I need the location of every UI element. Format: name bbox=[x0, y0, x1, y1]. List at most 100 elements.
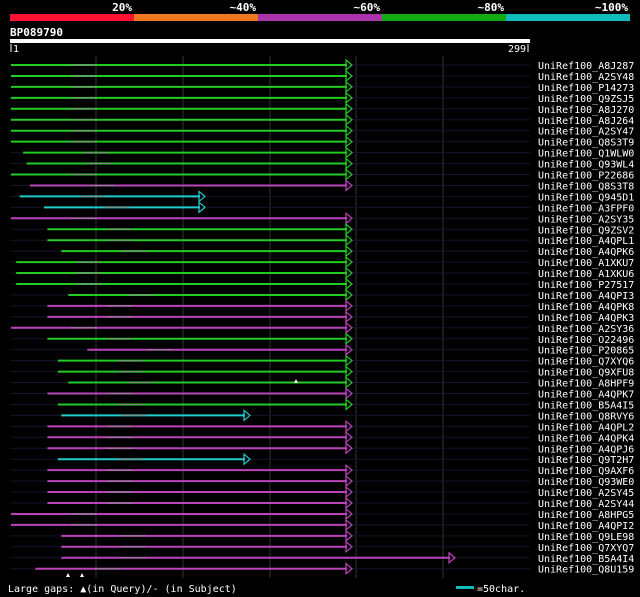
hit-label[interactable]: UniRef100_Q7XYQ7 bbox=[538, 543, 634, 554]
hit-row[interactable]: UniRef100_Q7XYQ6 bbox=[10, 354, 634, 368]
hit-label[interactable]: UniRef100_P20865 bbox=[538, 346, 634, 357]
hit-row[interactable]: UniRef100_Q8RVY6 bbox=[10, 409, 634, 422]
hit-row[interactable]: UniRef100_A2SY36 bbox=[10, 321, 634, 335]
hit-label[interactable]: UniRef100_P27517 bbox=[538, 280, 634, 291]
hit-row[interactable]: UniRef100_O22496 bbox=[10, 332, 634, 346]
hit-label[interactable]: UniRef100_A4QPL1 bbox=[538, 236, 634, 247]
hit-label[interactable]: UniRef100_A1XKU7 bbox=[538, 258, 634, 269]
hit-label[interactable]: UniRef100_A4QPK6 bbox=[538, 247, 634, 258]
hit-row[interactable]: UniRef100_A2SY45 bbox=[10, 485, 634, 499]
hit-row[interactable]: UniRef100_P14273 bbox=[10, 80, 634, 94]
hit-label[interactable]: UniRef100_A1XKU6 bbox=[538, 269, 634, 280]
hit-row[interactable]: UniRef100_A8J270 bbox=[10, 102, 634, 116]
hit-row[interactable]: UniRef100_A4QPI3 bbox=[10, 288, 634, 302]
hit-arrow bbox=[345, 387, 353, 400]
hit-label[interactable]: UniRef100_Q93WL4 bbox=[538, 160, 634, 171]
hit-label[interactable]: UniRef100_A4QPL2 bbox=[538, 422, 634, 433]
hit-row[interactable]: UniRef100_Q9AXF6 bbox=[10, 463, 634, 477]
hit-row[interactable]: UniRef100_A2SY48 bbox=[10, 69, 634, 83]
hit-row[interactable]: UniRef100_A4QPK4 bbox=[10, 431, 634, 444]
hit-label[interactable]: UniRef100_A2SY35 bbox=[538, 214, 634, 225]
hit-row[interactable]: UniRef100_A2SY44 bbox=[10, 496, 634, 510]
hit-label[interactable]: UniRef100_Q9ZSV2 bbox=[538, 225, 634, 236]
hit-label[interactable]: UniRef100_Q1WLW0 bbox=[538, 149, 634, 160]
hit-label[interactable]: UniRef100_Q9AXF6 bbox=[538, 466, 634, 477]
hit-row[interactable]: UniRef100_Q1WLW0 bbox=[10, 146, 634, 160]
hit-label[interactable]: UniRef100_Q8S3T8 bbox=[538, 181, 634, 192]
hit-row[interactable]: UniRef100_A4QPJ6 bbox=[10, 441, 634, 455]
hit-label[interactable]: UniRef100_P22686 bbox=[538, 171, 634, 182]
query-bar bbox=[10, 39, 530, 43]
hit-arrow bbox=[345, 474, 353, 488]
hit-row[interactable]: UniRef100_P22686 bbox=[10, 168, 634, 182]
hit-row[interactable]: UniRef100_A1XKU6 bbox=[10, 266, 634, 280]
hit-arrow bbox=[243, 452, 251, 466]
hit-label[interactable]: UniRef100_A4QPK8 bbox=[538, 302, 634, 313]
hit-label[interactable]: UniRef100_A8HPG5 bbox=[538, 510, 634, 521]
hit-row[interactable]: UniRef100_Q9LE98 bbox=[10, 529, 634, 543]
hit-row[interactable]: UniRef100_A3FPF0 bbox=[10, 201, 634, 214]
hit-row[interactable]: UniRef100_B5A4I5 bbox=[10, 398, 634, 411]
hit-label[interactable]: UniRef100_Q8S3T9 bbox=[538, 138, 634, 149]
hit-label[interactable]: UniRef100_A2SY44 bbox=[538, 499, 634, 510]
hit-row[interactable]: UniRef100_Q9XFU8 bbox=[10, 365, 634, 379]
hit-label[interactable]: UniRef100_A8J287 bbox=[538, 61, 634, 72]
hit-label[interactable]: UniRef100_A4QPI3 bbox=[538, 291, 634, 302]
hit-label[interactable]: UniRef100_P14273 bbox=[538, 83, 634, 94]
hit-row[interactable]: UniRef100_A4QPK3 bbox=[10, 310, 634, 324]
hit-label[interactable]: UniRef100_Q9T2H7 bbox=[538, 455, 634, 466]
hit-label[interactable]: UniRef100_A4QPK3 bbox=[538, 313, 634, 324]
hit-label[interactable]: UniRef100_Q8U159 bbox=[538, 565, 634, 576]
hit-row[interactable]: UniRef100_A4QPL1 bbox=[10, 233, 634, 247]
hit-label[interactable]: UniRef100_A4QPK4 bbox=[538, 433, 634, 444]
hit-label[interactable]: UniRef100_Q7XYQ6 bbox=[538, 357, 634, 368]
hit-label[interactable]: UniRef100_A4QPI2 bbox=[538, 521, 634, 532]
hit-row[interactable]: UniRef100_P27517 bbox=[10, 277, 634, 291]
hit-row[interactable]: UniRef100_Q93WL4 bbox=[10, 157, 634, 171]
hit-row[interactable]: UniRef100_A4QPI2 bbox=[10, 518, 634, 532]
hit-label[interactable]: UniRef100_Q8RVY6 bbox=[538, 411, 634, 422]
hit-row[interactable]: UniRef100_Q8S3T8 bbox=[10, 179, 634, 192]
hit-row[interactable]: UniRef100_B5A4I4 bbox=[10, 551, 634, 565]
hit-row[interactable]: UniRef100_Q9ZSJ5 bbox=[10, 91, 634, 105]
hit-row[interactable]: UniRef100_A4QPK7 bbox=[10, 387, 634, 401]
hit-label[interactable]: UniRef100_A2SY48 bbox=[538, 72, 634, 83]
legend-segment-5 bbox=[506, 14, 630, 21]
hit-row[interactable]: UniRef100_Q7XYQ7 bbox=[10, 540, 634, 554]
hit-row[interactable]: UniRef100_A2SY47 bbox=[10, 124, 634, 138]
hit-label[interactable]: UniRef100_A2SY36 bbox=[538, 324, 634, 335]
hit-label[interactable]: UniRef100_A2SY45 bbox=[538, 488, 634, 499]
hit-label[interactable]: UniRef100_Q9LE98 bbox=[538, 532, 634, 543]
hit-label[interactable]: UniRef100_Q9XFU8 bbox=[538, 368, 634, 379]
hit-label[interactable]: UniRef100_B5A4I4 bbox=[538, 554, 634, 565]
hit-label[interactable]: UniRef100_A4QPJ6 bbox=[538, 444, 634, 455]
hit-row[interactable]: UniRef100_Q9ZSV2 bbox=[10, 222, 634, 236]
hit-label[interactable]: UniRef100_B5A4I5 bbox=[538, 400, 634, 411]
hit-row[interactable]: UniRef100_Q945D1 bbox=[10, 190, 634, 203]
hit-row[interactable]: UniRef100_P20865 bbox=[10, 343, 634, 357]
hit-label[interactable]: UniRef100_Q9ZSJ5 bbox=[538, 94, 634, 105]
hit-label[interactable]: UniRef100_A8J270 bbox=[538, 105, 634, 116]
hit-label[interactable]: UniRef100_Q945D1 bbox=[538, 192, 634, 203]
hit-arrow bbox=[345, 124, 353, 137]
hit-row[interactable]: UniRef100_A8J264 bbox=[10, 113, 634, 127]
hit-label[interactable]: UniRef100_A8HPF9 bbox=[538, 379, 634, 390]
hit-row[interactable]: UniRef100_A2SY35 bbox=[10, 212, 634, 225]
hit-row[interactable]: UniRef100_A4QPL2 bbox=[10, 420, 634, 433]
hit-label[interactable]: UniRef100_O22496 bbox=[538, 335, 634, 346]
hit-row[interactable]: UniRef100_A8HPF9 bbox=[10, 376, 634, 390]
hit-row[interactable]: UniRef100_Q93WE0 bbox=[10, 474, 634, 488]
hit-row[interactable]: UniRef100_A8HPG5 bbox=[10, 507, 634, 521]
hit-row[interactable]: UniRef100_Q9T2H7 bbox=[10, 452, 634, 466]
hit-label[interactable]: UniRef100_A3FPF0 bbox=[538, 203, 634, 214]
hit-row[interactable]: UniRef100_Q8U159 bbox=[10, 562, 634, 576]
hit-row[interactable]: UniRef100_A4QPK8 bbox=[10, 299, 634, 313]
hit-label[interactable]: UniRef100_A4QPK7 bbox=[538, 390, 634, 401]
hit-row[interactable]: UniRef100_A8J287 bbox=[10, 58, 634, 72]
hit-label[interactable]: UniRef100_A8J264 bbox=[538, 116, 634, 127]
hit-row[interactable]: UniRef100_Q8S3T9 bbox=[10, 135, 634, 149]
hit-row[interactable]: UniRef100_A1XKU7 bbox=[10, 255, 634, 269]
hit-row[interactable]: UniRef100_A4QPK6 bbox=[10, 244, 634, 258]
hit-label[interactable]: UniRef100_Q93WE0 bbox=[538, 477, 634, 488]
hit-label[interactable]: UniRef100_A2SY47 bbox=[538, 127, 634, 138]
